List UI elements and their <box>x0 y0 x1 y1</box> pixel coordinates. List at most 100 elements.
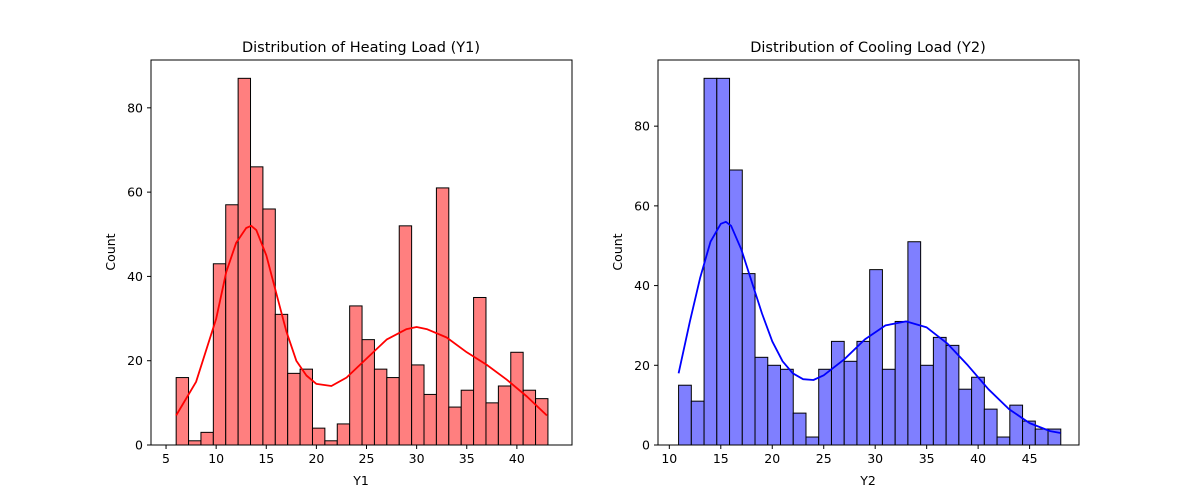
y-tick-label: 60 <box>634 198 650 213</box>
histogram-bar <box>274 313 289 446</box>
histogram-bar <box>485 402 499 446</box>
x-tick-label: 5 <box>162 451 170 466</box>
histogram-bar <box>678 384 692 446</box>
kde-group <box>175 224 548 417</box>
histogram-bar <box>411 364 425 446</box>
histogram-bar <box>435 187 450 446</box>
histogram-bar <box>237 77 252 446</box>
histogram-bar <box>741 273 756 446</box>
x-axis-label: Y2 <box>859 473 876 488</box>
x-axis-ticks: 5 10 15 20 25 30 35 40 <box>162 445 525 466</box>
x-tick-label: 40 <box>509 451 525 466</box>
histogram-bar <box>767 364 782 446</box>
x-tick-label: 30 <box>867 451 883 466</box>
histogram-bar <box>945 344 960 446</box>
x-tick-label: 20 <box>764 451 780 466</box>
histogram-bar <box>754 356 769 446</box>
histogram-bar <box>881 368 896 446</box>
y-tick-label: 80 <box>127 100 143 115</box>
y-tick-label: 40 <box>127 269 143 284</box>
chart-title: Distribution of Heating Load (Y1) <box>242 40 480 56</box>
x-tick-label: 40 <box>970 451 986 466</box>
histogram-bar <box>460 389 475 446</box>
x-tick-label: 15 <box>258 451 274 466</box>
y-tick-label: 60 <box>127 185 143 200</box>
cooling-load-panel: Distribution of Cooling Load (Y2) 10 15 20… <box>610 40 1080 488</box>
x-tick-label: 45 <box>1022 451 1038 466</box>
histogram-bar <box>958 388 973 446</box>
histogram-bar <box>262 208 276 446</box>
histogram-bar <box>1034 428 1049 446</box>
histogram-bar <box>473 296 487 446</box>
x-tick-label: 35 <box>919 451 935 466</box>
histogram-bar <box>843 360 858 446</box>
histogram-bar <box>856 340 871 446</box>
y-tick-label: 0 <box>135 438 143 453</box>
x-tick-label: 20 <box>308 451 324 466</box>
kde-curve <box>175 224 548 417</box>
y-tick-label: 0 <box>642 438 650 453</box>
histogram-bar <box>200 431 214 446</box>
histogram-bar <box>212 263 227 446</box>
heating-load-panel: Distribution of Heating Load (Y1) 5 10 15 2… <box>103 40 573 488</box>
histogram-bar <box>448 406 462 446</box>
histogram-bar <box>805 436 820 446</box>
histogram-bar <box>324 440 338 446</box>
histogram-bar <box>225 204 239 446</box>
histogram-bar <box>423 393 437 446</box>
histogram-bar <box>361 339 375 446</box>
histogram-bar <box>920 364 934 446</box>
y-tick-label: 80 <box>634 119 650 134</box>
histogram-bar <box>818 368 832 446</box>
y-tick-label: 20 <box>127 353 143 368</box>
histogram-bar <box>996 436 1011 446</box>
x-axis-ticks: 10 15 20 25 30 35 40 45 <box>661 445 1038 466</box>
x-axis-label: Y1 <box>352 473 369 488</box>
plot-frame <box>657 59 1080 446</box>
histogram-bar <box>250 166 264 446</box>
plot-frame <box>150 59 573 446</box>
histogram-bar <box>971 376 985 446</box>
histogram-bar <box>510 351 524 446</box>
x-tick-label: 25 <box>816 451 832 466</box>
histogram-bar <box>299 368 313 446</box>
histogram-bar <box>780 368 794 446</box>
histogram-bar <box>373 368 388 446</box>
chart-title: Distribution of Cooling Load (Y2) <box>750 40 986 56</box>
histogram-bar <box>729 169 743 446</box>
x-tick-label: 10 <box>661 451 677 466</box>
y-axis-label: Count <box>103 233 118 270</box>
histogram-bar <box>398 225 413 446</box>
histogram-bar <box>907 241 922 446</box>
histogram-bar <box>188 440 202 446</box>
histogram-bar <box>869 269 883 446</box>
y-axis-ticks: 0 20 40 60 80 <box>127 100 151 453</box>
histogram-bar <box>703 77 718 446</box>
x-tick-label: 10 <box>208 451 224 466</box>
histogram-bar <box>690 400 705 446</box>
y-tick-label: 40 <box>634 278 650 293</box>
histogram-bar <box>830 340 845 446</box>
histogram-bar <box>287 372 301 446</box>
histogram-bar <box>349 305 363 446</box>
histogram-bar <box>311 427 326 446</box>
x-tick-label: 25 <box>359 451 375 466</box>
y-tick-label: 20 <box>634 358 650 373</box>
histogram-bar <box>716 77 731 446</box>
kde-group <box>677 220 1061 434</box>
histogram-bar <box>336 423 351 446</box>
histogram-bar <box>497 385 512 446</box>
histogram-bar <box>983 408 998 446</box>
x-tick-label: 15 <box>713 451 729 466</box>
histogram-bar <box>386 377 400 446</box>
x-tick-label: 30 <box>409 451 425 466</box>
histogram-bar <box>932 336 947 446</box>
bar-group <box>175 77 549 446</box>
kde-curve <box>677 220 1061 434</box>
histogram-bar <box>792 412 807 446</box>
y-axis-label: Count <box>610 233 625 270</box>
y-axis-ticks: 0 20 40 60 80 <box>634 119 658 453</box>
histogram-bar <box>894 320 909 446</box>
x-tick-label: 35 <box>459 451 475 466</box>
